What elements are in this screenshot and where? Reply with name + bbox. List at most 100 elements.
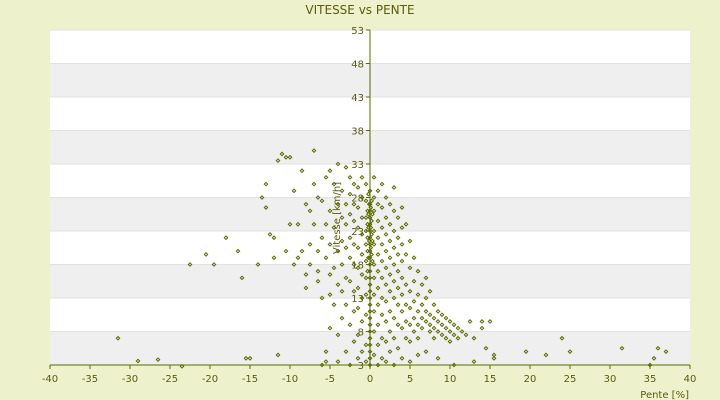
- data-point: [423, 275, 429, 281]
- data-point: [375, 252, 381, 257]
- data-point: [311, 221, 317, 227]
- y-tick-label: 43: [351, 93, 364, 104]
- data-point: [315, 278, 321, 284]
- data-point: [491, 352, 497, 358]
- data-point: [399, 308, 405, 314]
- data-point: [275, 158, 281, 164]
- data-point: [367, 335, 373, 341]
- data-point: [431, 325, 437, 331]
- data-point: [399, 325, 405, 331]
- data-point: [423, 319, 429, 324]
- data-point: [295, 221, 301, 227]
- data-point: [365, 211, 371, 217]
- data-point: [355, 245, 361, 251]
- y-tick-label: 38: [351, 127, 364, 138]
- data-point: [395, 268, 401, 274]
- data-point: [455, 325, 461, 331]
- x-tick-label: 25: [564, 374, 577, 385]
- data-point: [323, 255, 329, 261]
- data-point: [399, 205, 405, 210]
- data-point: [291, 188, 297, 194]
- data-point: [339, 238, 345, 244]
- data-point: [363, 181, 369, 187]
- data-point: [391, 362, 397, 368]
- data-point: [303, 272, 309, 277]
- data-point: [383, 282, 389, 288]
- data-point: [451, 322, 457, 328]
- data-point: [403, 319, 409, 324]
- data-point: [331, 265, 337, 271]
- data-point: [375, 322, 381, 328]
- data-point: [387, 255, 393, 261]
- data-point: [359, 215, 365, 221]
- x-tick-label: -20: [202, 374, 218, 385]
- data-point: [347, 235, 353, 241]
- data-point: [343, 275, 349, 281]
- data-point: [391, 245, 397, 251]
- data-point: [355, 332, 361, 338]
- data-point: [335, 282, 341, 288]
- data-point: [375, 362, 381, 368]
- data-point: [327, 272, 333, 277]
- data-point: [319, 235, 325, 241]
- data-point: [367, 322, 373, 328]
- data-point: [371, 308, 377, 314]
- data-point: [427, 329, 433, 334]
- data-point: [431, 335, 437, 341]
- data-point: [419, 302, 425, 308]
- data-point: [371, 241, 377, 247]
- data-point: [331, 181, 337, 187]
- data-point: [407, 238, 413, 244]
- data-point: [543, 352, 549, 358]
- data-point: [411, 315, 417, 321]
- data-point: [351, 288, 357, 294]
- data-point: [331, 225, 337, 231]
- data-point: [367, 248, 373, 254]
- data-point: [327, 208, 333, 214]
- data-point: [523, 349, 529, 355]
- data-point: [355, 285, 361, 291]
- data-point: [335, 161, 341, 167]
- data-point: [347, 322, 353, 328]
- data-point: [387, 349, 393, 355]
- data-point: [343, 349, 349, 355]
- data-point: [371, 329, 377, 334]
- data-point: [367, 201, 373, 207]
- data-point: [411, 298, 417, 304]
- data-point: [327, 241, 333, 247]
- data-point: [351, 262, 357, 267]
- data-point: [423, 349, 429, 355]
- data-point: [391, 278, 397, 284]
- data-point: [443, 325, 449, 331]
- data-point: [379, 258, 385, 264]
- data-point: [371, 275, 377, 281]
- data-point: [363, 228, 369, 234]
- data-point: [447, 329, 453, 334]
- data-point: [435, 355, 441, 361]
- data-point: [363, 292, 369, 298]
- y-tick-label: 3: [358, 361, 364, 372]
- data-point: [339, 215, 345, 221]
- data-point: [459, 329, 465, 334]
- data-point: [187, 262, 193, 267]
- data-point: [371, 228, 377, 234]
- data-point: [391, 228, 397, 234]
- data-point: [327, 292, 333, 298]
- data-point: [327, 168, 333, 174]
- data-point: [369, 218, 375, 224]
- data-point: [359, 272, 365, 277]
- data-point: [291, 262, 297, 267]
- data-point: [403, 302, 409, 308]
- data-point: [435, 319, 441, 324]
- data-point: [411, 278, 417, 284]
- data-point: [365, 191, 371, 197]
- data-point: [415, 268, 421, 274]
- data-point: [391, 185, 397, 190]
- data-point: [355, 205, 361, 210]
- data-point: [369, 258, 375, 264]
- data-point: [335, 201, 341, 207]
- data-point: [391, 295, 397, 301]
- data-point: [299, 168, 305, 174]
- data-point: [363, 359, 369, 365]
- data-point: [339, 288, 345, 294]
